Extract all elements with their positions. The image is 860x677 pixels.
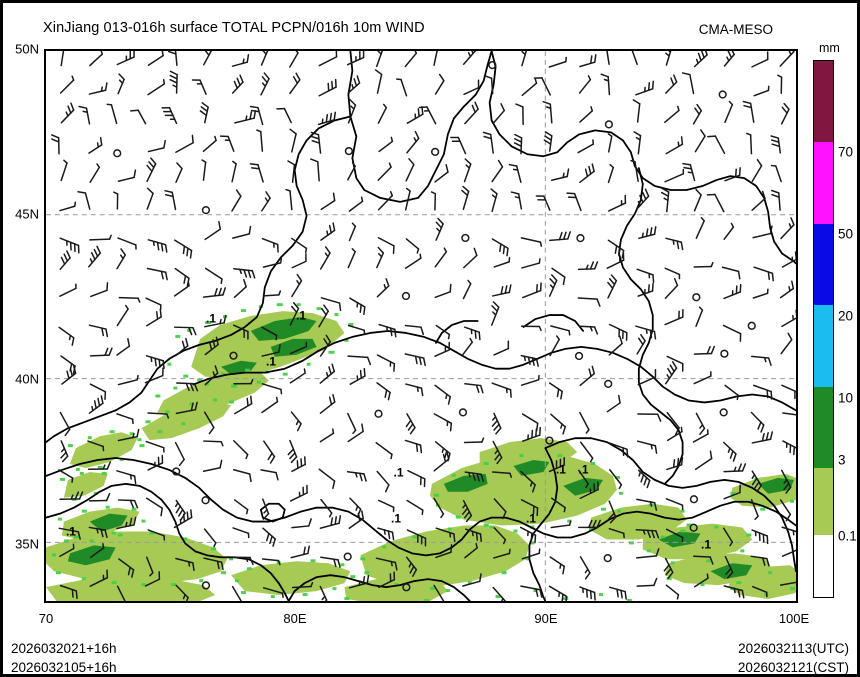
colorbar-tick-0.1: 0.1	[838, 528, 857, 544]
calm-wind-symbol	[718, 90, 727, 99]
calm-wind-symbol	[344, 146, 354, 156]
contour-label: .1	[66, 524, 76, 538]
calm-wind-symbol	[576, 234, 585, 243]
contour-label: .1	[579, 462, 589, 476]
model-label: CMA-MESO	[698, 22, 773, 37]
colorbar-tick-70: 70	[838, 144, 854, 160]
x-tick-80e: 80E	[283, 611, 307, 626]
precipitation-colorbar[interactable]	[813, 60, 834, 598]
x-tick-100e: 100E	[778, 611, 810, 626]
calm-wind-symbol	[603, 553, 612, 563]
colorbar-unit-label: mm	[819, 41, 840, 55]
calm-wind-symbol	[488, 60, 497, 70]
colorbar-segment-20-50	[814, 223, 833, 306]
calm-wind-symbol	[545, 436, 554, 445]
calm-wind-symbol	[574, 351, 584, 361]
colorbar-tick-3: 3	[838, 452, 846, 468]
contour-label: .1	[394, 466, 404, 480]
calm-wind-symbol	[430, 147, 440, 156]
x-tick-70: 70	[38, 611, 54, 626]
contour-label: .1	[701, 538, 711, 552]
calm-wind-symbol	[113, 149, 122, 158]
calm-wind-symbol	[172, 467, 181, 476]
y-tick-45n: 45N	[15, 206, 39, 222]
colorbar-segment-50-70	[814, 142, 833, 224]
colorbar-segment-3-10	[814, 386, 833, 469]
colorbar-segment-0.1-3	[814, 468, 833, 535]
map-boundaries	[46, 51, 796, 601]
calm-wind-symbol	[401, 291, 411, 301]
contour-label: .1	[206, 312, 216, 326]
footer-valid-time-utc: 2026032113(UTC)	[738, 641, 849, 656]
calm-wind-symbol	[229, 351, 238, 360]
calm-wind-symbol	[343, 552, 352, 561]
map-canvas: .1 .1 .1 .1 .1 .1 .1 .1 .1 .1	[46, 51, 796, 601]
footer-valid-time-cst: 2026032121(CST)	[737, 660, 849, 675]
calm-wind-symbol	[689, 523, 698, 532]
colorbar-segment-gt70	[814, 61, 833, 143]
calm-wind-symbol	[719, 408, 728, 417]
calm-wind-symbol	[374, 409, 383, 418]
calm-wind-symbol	[689, 495, 699, 504]
contour-labels: .1 .1 .1 .1 .1 .1 .1 .1 .1 .1	[66, 308, 711, 551]
y-tick-40n: 40N	[15, 371, 39, 387]
calm-wind-symbol	[458, 408, 468, 417]
footer-init-time-utc: 2026032021+16h	[11, 641, 117, 656]
precip-speckle	[51, 303, 796, 601]
colorbar-segment-10-20	[814, 305, 833, 387]
calm-wind-symbol	[201, 496, 210, 505]
y-tick-35n: 35N	[15, 536, 39, 552]
calm-wind-symbol	[201, 206, 211, 215]
calm-wind-symbol	[201, 581, 211, 590]
calm-wind-symbol	[692, 293, 701, 302]
calm-wind-symbol	[604, 379, 613, 388]
calm-wind-symbol	[747, 321, 756, 330]
contour-label: .1	[526, 511, 536, 525]
precip-fill-light	[46, 311, 796, 601]
colorbar-tick-20: 20	[838, 308, 854, 324]
map-gridlines	[46, 51, 796, 601]
contour-label: .1	[266, 354, 276, 368]
x-tick-90e: 90E	[534, 611, 558, 626]
contour-label: .1	[391, 511, 401, 525]
calm-wind-symbol	[461, 233, 470, 243]
map-plot-area[interactable]: .1 .1 .1 .1 .1 .1 .1 .1 .1 .1	[44, 49, 798, 603]
calm-wind-symbol	[402, 583, 411, 592]
calm-wind-symbol	[604, 120, 614, 129]
footer-init-time-cst: 2026032105+16h	[11, 660, 117, 675]
colorbar-tick-10: 10	[838, 390, 854, 406]
contour-label: .1	[556, 462, 566, 476]
wind-barb-field	[51, 51, 796, 601]
calm-wind-symbol	[720, 349, 729, 358]
page-title: XinJiang 013-016h surface TOTAL PCPN/016…	[43, 20, 425, 36]
colorbar-tick-50: 50	[838, 226, 854, 242]
y-tick-50n: 50N	[15, 41, 39, 57]
contour-label: .1	[296, 308, 306, 322]
colorbar-segment-lt0.1	[814, 534, 833, 597]
